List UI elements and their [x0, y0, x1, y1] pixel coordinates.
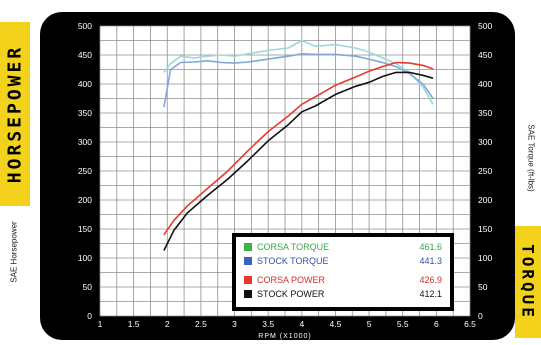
y-tick-label-left: 500 — [78, 21, 92, 31]
legend-panel — [236, 237, 450, 307]
y-tick-label-left: 250 — [78, 166, 92, 176]
stock-torque-line — [163, 52, 434, 108]
x-tick-label: 5 — [367, 319, 372, 329]
legend-swatch — [244, 243, 252, 251]
y-tick-label-right: 50 — [478, 282, 488, 292]
corsa-power-line — [163, 61, 434, 236]
legend-swatch — [244, 257, 252, 265]
y-tick-label-right: 500 — [478, 21, 492, 31]
x-tick-label: 3.5 — [262, 319, 274, 329]
y-tick-label-left: 400 — [78, 79, 92, 89]
legend: CORSA TORQUE 461.6 STOCK TORQUE 441.3 CORSA … — [232, 233, 454, 311]
legend-peak-value: 461.6 — [419, 242, 442, 252]
y-tick-label-left: 200 — [78, 195, 92, 205]
y-tick-label-left: 100 — [78, 253, 92, 263]
x-tick-label: 2 — [165, 319, 170, 329]
y-tick-label-right: 350 — [478, 108, 492, 118]
x-axis-label: RPM (X1000) — [258, 333, 311, 340]
y-tick-label-left: 450 — [78, 50, 92, 60]
y-tick-label-right: 300 — [478, 137, 492, 147]
legend-series-name: CORSA POWER — [257, 275, 326, 285]
y-tick-label-left: 50 — [83, 282, 93, 292]
x-tick-label: 2.5 — [195, 319, 207, 329]
y-tick-label-left: 150 — [78, 224, 92, 234]
x-tick-label: 4.5 — [330, 319, 342, 329]
x-tick-label: 6 — [434, 319, 439, 329]
y-tick-label-right: 400 — [478, 79, 492, 89]
y-tick-label-left: 350 — [78, 108, 92, 118]
legend-swatch — [244, 276, 252, 284]
legend-peak-value: 412.1 — [419, 289, 442, 299]
legend-series-name: STOCK POWER — [257, 289, 325, 299]
torque-axis-title: TORQUE — [518, 244, 538, 320]
x-tick-label: 1 — [98, 319, 103, 329]
y-tick-label-right: 0 — [478, 311, 483, 321]
stock-power-line — [163, 71, 434, 251]
legend-peak-value: 441.3 — [419, 256, 442, 266]
x-tick-label: 5.5 — [397, 319, 409, 329]
torque-label-box — [515, 226, 541, 338]
y-tick-label-right: 450 — [478, 50, 492, 60]
legend-swatch — [244, 290, 252, 298]
y-tick-label-right: 100 — [478, 253, 492, 263]
horsepower-label-box — [0, 22, 30, 206]
x-tick-label: 6.5 — [464, 319, 476, 329]
sae-torque-label: SAE Torque (ft-lbs) — [526, 124, 536, 192]
x-tick-label: 3 — [232, 319, 237, 329]
legend-peak-value: 426.9 — [419, 275, 442, 285]
y-tick-label-right: 150 — [478, 224, 492, 234]
y-tick-label-left: 300 — [78, 137, 92, 147]
legend-series-name: STOCK TORQUE — [257, 256, 329, 266]
y-tick-label-left: 0 — [87, 311, 92, 321]
y-tick-label-right: 200 — [478, 195, 492, 205]
legend-series-name: CORSA TORQUE — [257, 242, 329, 252]
y-tick-label-right: 250 — [478, 166, 492, 176]
x-tick-label: 4 — [299, 319, 304, 329]
x-tick-label: 1.5 — [128, 319, 140, 329]
